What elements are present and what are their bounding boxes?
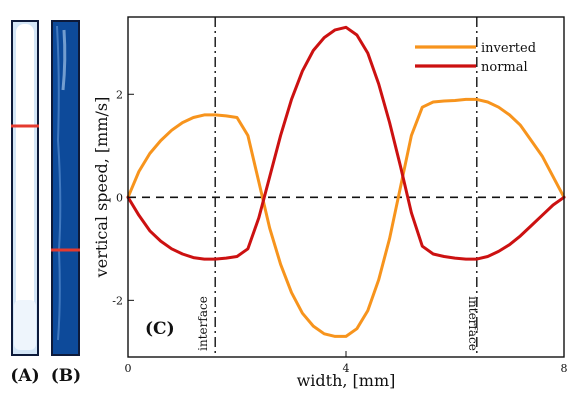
- chart-panel-c: interface interface 0 4 8 -2 0 2 inverted norma…: [92, 16, 568, 390]
- series-line-inverted: [126, 97, 566, 338]
- legend-label-normal: normal: [481, 60, 528, 75]
- y-tick-label: -2: [112, 294, 123, 307]
- panel-b-highlight: [61, 29, 67, 91]
- y-axis-label: vertical speed, [mm/s]: [92, 97, 111, 279]
- reference-lines: interface interface: [128, 17, 564, 357]
- panel-b-label: (B): [51, 366, 81, 386]
- legend-label-inverted: inverted: [481, 41, 536, 56]
- x-tick-label: 4: [343, 362, 350, 375]
- legend: inverted normal: [415, 41, 536, 75]
- interface-label-1: interface: [196, 296, 210, 351]
- panel-b-streak: [56, 25, 62, 341]
- y-tick-label: 2: [116, 88, 123, 101]
- panel-c-label: (C): [145, 319, 175, 339]
- x-tick-label: 0: [125, 362, 132, 375]
- panel-a: [11, 20, 39, 356]
- panel-a-fluid: [16, 24, 34, 330]
- panel-a-label: (A): [10, 366, 39, 386]
- panel-a-base: [14, 300, 36, 350]
- y-tick-label: 0: [116, 191, 123, 204]
- x-axis-label: width, [mm]: [297, 371, 396, 390]
- axis-ticks: 0 4 8 -2 0 2: [112, 88, 567, 375]
- panel-b: [51, 20, 80, 356]
- interface-label-2: interface: [466, 296, 480, 351]
- x-tick-label: 8: [561, 362, 568, 375]
- series-layer: [126, 25, 566, 338]
- series-line-normal: [126, 25, 566, 261]
